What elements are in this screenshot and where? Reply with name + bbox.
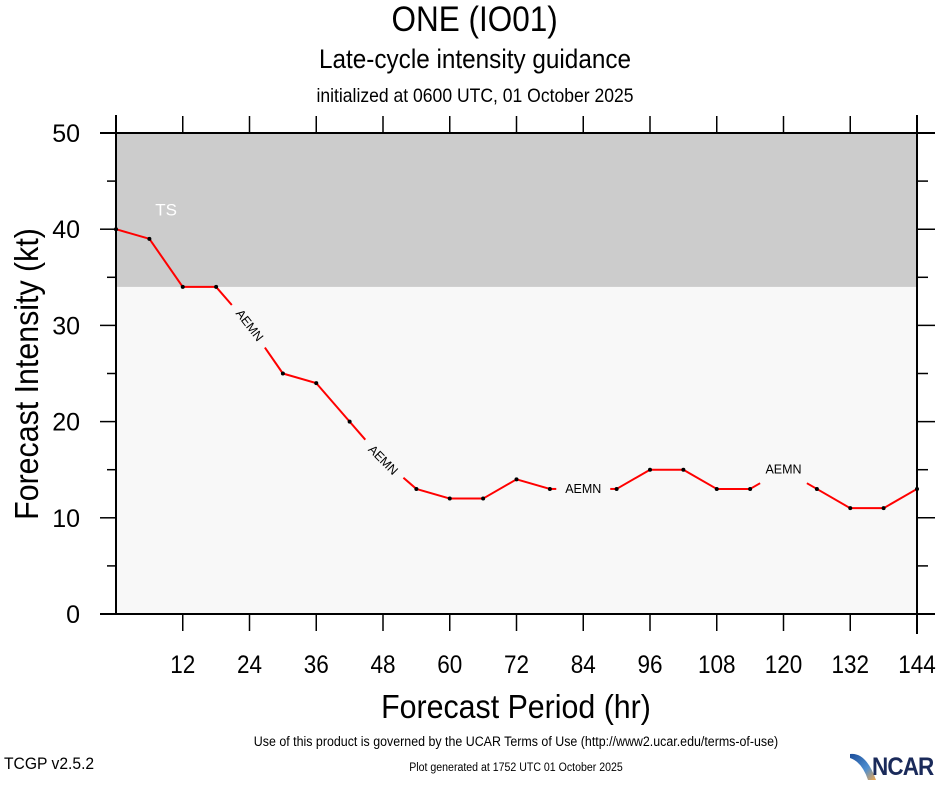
series-segment — [315, 382, 351, 423]
data-point — [514, 477, 519, 482]
series-segment — [516, 478, 551, 490]
ncar-logo: NCAR — [848, 748, 940, 781]
ncar-swoosh-icon — [850, 753, 876, 780]
generated-timestamp: Plot generated at 1752 UTC 01 October 20… — [409, 762, 623, 774]
data-point — [614, 486, 619, 491]
data-point — [314, 381, 319, 386]
series-segment — [115, 228, 150, 240]
y-tick-label: 20 — [52, 409, 80, 437]
series-segment — [883, 488, 918, 510]
ncar-logo-text: NCAR — [872, 753, 934, 781]
data-point — [147, 236, 152, 241]
series-label: AEMN — [765, 463, 801, 477]
data-point — [748, 486, 753, 491]
data-point — [848, 506, 853, 511]
series-segment — [816, 488, 851, 510]
band-label: TS — [155, 201, 177, 220]
series-segment — [402, 476, 418, 490]
x-axis-label: Forecast Period (hr) — [381, 688, 651, 725]
chart-subtitle: Late-cycle intensity guidance — [318, 44, 632, 74]
series-segment — [148, 238, 184, 288]
series-segment — [682, 468, 718, 490]
x-tick-label: 36 — [304, 651, 329, 679]
series-segment — [482, 478, 517, 500]
data-point — [881, 506, 886, 511]
data-point — [180, 284, 185, 289]
x-tick-label: 12 — [170, 651, 195, 679]
data-point — [414, 486, 419, 491]
data-point — [681, 467, 686, 472]
data-point — [481, 496, 486, 501]
series-label: AEMN — [565, 482, 601, 496]
y-tick-label: 0 — [66, 601, 80, 629]
data-point — [814, 486, 819, 491]
x-tick-label: 96 — [637, 651, 662, 679]
series-segment — [616, 468, 651, 490]
intensity-band-ts — [116, 133, 917, 287]
initialization-time: initialized at 0600 UTC, 01 October 2025 — [316, 85, 634, 107]
x-tick-label: 48 — [370, 651, 395, 679]
data-point — [214, 284, 219, 289]
version-label: TCGP v2.5.2 — [4, 754, 95, 773]
x-tick-label: 84 — [571, 651, 596, 679]
x-tick-label: 108 — [698, 651, 736, 679]
x-tick-label: 60 — [437, 651, 462, 679]
series-segment — [348, 420, 367, 441]
x-tick-label: 24 — [237, 651, 262, 679]
x-tick-label: 120 — [765, 651, 803, 679]
y-axis-label: Forecast Intensity (kt) — [8, 228, 45, 520]
data-point — [714, 486, 719, 491]
series-segment — [416, 487, 451, 500]
data-point — [280, 371, 285, 376]
y-tick-label: 50 — [52, 120, 80, 148]
data-point — [547, 486, 552, 491]
terms-of-use-notice: Use of this product is governed by the U… — [253, 734, 779, 749]
series-segment — [282, 372, 317, 385]
data-point — [447, 496, 452, 501]
y-tick-label: 10 — [52, 505, 80, 533]
x-tick-label: 132 — [831, 651, 869, 679]
chart-title: ONE (IO01) — [391, 0, 558, 39]
x-tick-label: 72 — [504, 651, 529, 679]
data-point — [347, 419, 352, 424]
series-segment — [215, 286, 233, 306]
y-tick-label: 30 — [52, 312, 80, 340]
series-segment — [264, 347, 284, 375]
data-point — [648, 467, 652, 472]
y-tick-label: 40 — [52, 216, 80, 244]
x-tick-label: 144 — [898, 651, 936, 679]
